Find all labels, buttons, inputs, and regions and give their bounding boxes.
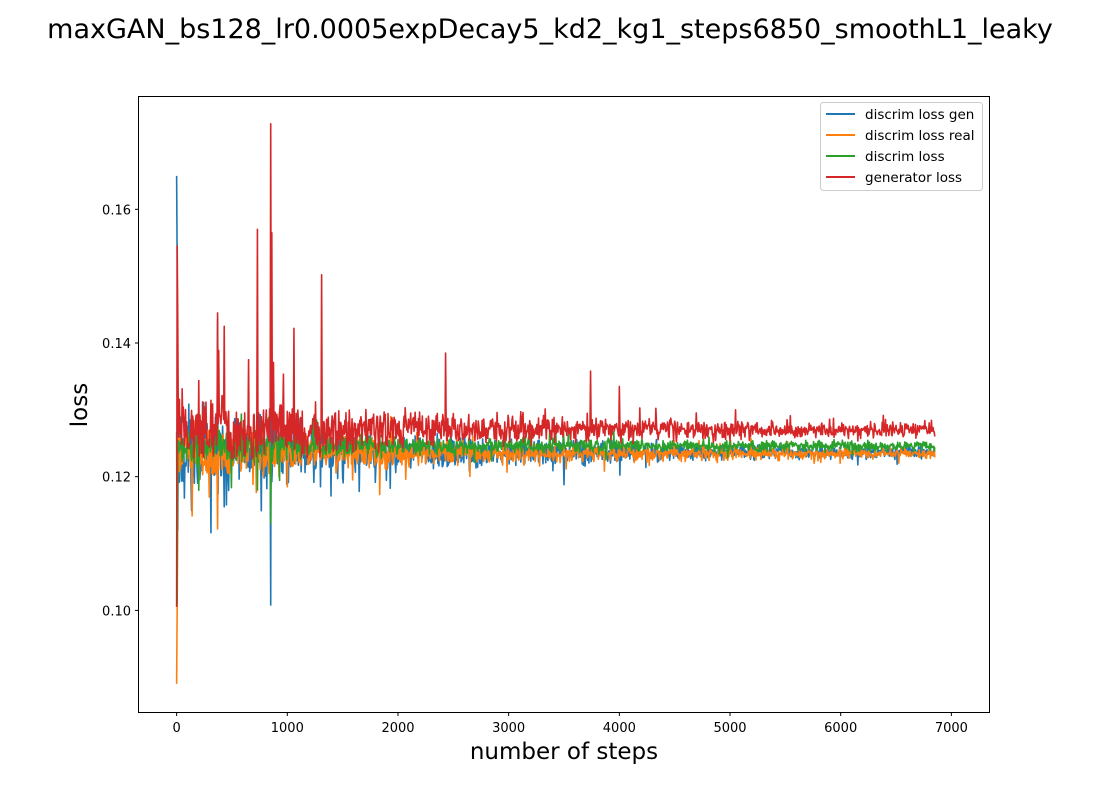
x-tick-label: 0 — [172, 721, 180, 736]
x-tick-label: 4000 — [603, 721, 636, 736]
x-tick-label: 1000 — [271, 721, 304, 736]
plot-frame — [138, 96, 990, 713]
x-tick-label: 2000 — [381, 721, 414, 736]
series-group — [175, 122, 936, 684]
chart-title: maxGAN_bs128_lr0.0005expDecay5_kd2_kg1_s… — [47, 14, 1053, 45]
x-axis-label: number of steps — [470, 739, 658, 765]
legend-label: discrim loss gen — [865, 107, 974, 123]
legend: discrim loss gen discrim loss real discrim… — [820, 102, 983, 191]
y-tick-label: 0.10 — [102, 604, 131, 619]
series-line-3 — [175, 122, 936, 608]
y-axis-label: loss — [67, 383, 93, 427]
y-tick-label: 0.14 — [102, 337, 131, 352]
y-tick-label: 0.16 — [102, 203, 131, 218]
y-axis: 0.10 0.12 0.14 0.16 — [102, 203, 139, 619]
legend-label: generator loss — [865, 170, 962, 186]
legend-label: discrim loss — [865, 149, 945, 165]
legend-label: discrim loss real — [865, 128, 974, 144]
x-tick-label: 3000 — [492, 721, 525, 736]
x-axis: 0 1000 2000 3000 4000 5000 6000 7000 — [172, 712, 968, 736]
x-tick-label: 6000 — [824, 721, 857, 736]
legend-box — [820, 102, 983, 191]
y-tick-label: 0.12 — [102, 471, 131, 486]
x-tick-label: 5000 — [713, 721, 746, 736]
x-tick-label: 7000 — [935, 721, 968, 736]
